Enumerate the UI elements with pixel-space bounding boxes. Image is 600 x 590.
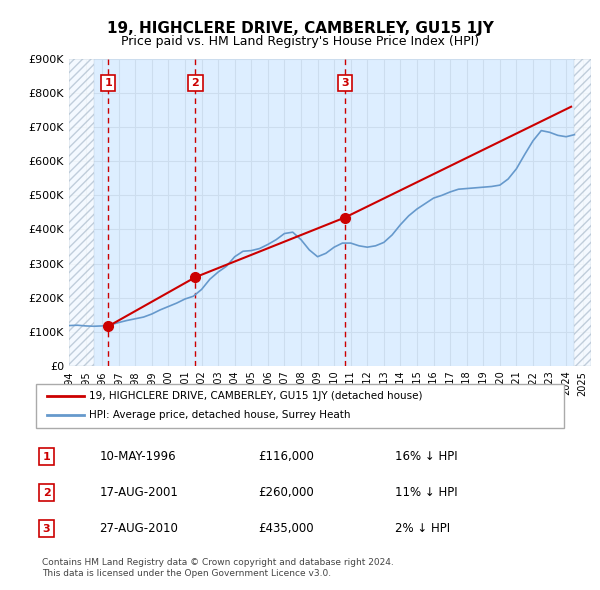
Text: 3: 3 [341,78,349,88]
FancyBboxPatch shape [36,384,564,428]
Text: 1: 1 [104,78,112,88]
Text: 16% ↓ HPI: 16% ↓ HPI [395,450,458,463]
Text: 2% ↓ HPI: 2% ↓ HPI [395,522,450,535]
Text: £116,000: £116,000 [258,450,314,463]
Text: £435,000: £435,000 [258,522,313,535]
Text: 19, HIGHCLERE DRIVE, CAMBERLEY, GU15 1JY: 19, HIGHCLERE DRIVE, CAMBERLEY, GU15 1JY [107,21,493,35]
Text: 2: 2 [191,78,199,88]
Text: 17-AUG-2001: 17-AUG-2001 [100,486,178,499]
Text: 1: 1 [43,452,50,462]
Bar [69,59,94,366]
Text: 27-AUG-2010: 27-AUG-2010 [100,522,178,535]
Text: 2: 2 [43,488,50,497]
Text: 10-MAY-1996: 10-MAY-1996 [100,450,176,463]
Text: 3: 3 [43,523,50,533]
Text: This data is licensed under the Open Government Licence v3.0.: This data is licensed under the Open Gov… [42,569,331,578]
Text: 19, HIGHCLERE DRIVE, CAMBERLEY, GU15 1JY (detached house): 19, HIGHCLERE DRIVE, CAMBERLEY, GU15 1JY… [89,391,422,401]
Text: Contains HM Land Registry data © Crown copyright and database right 2024.: Contains HM Land Registry data © Crown c… [42,558,394,566]
Text: Price paid vs. HM Land Registry's House Price Index (HPI): Price paid vs. HM Land Registry's House … [121,35,479,48]
Text: HPI: Average price, detached house, Surrey Heath: HPI: Average price, detached house, Surr… [89,411,350,420]
Text: £260,000: £260,000 [258,486,314,499]
Text: 11% ↓ HPI: 11% ↓ HPI [395,486,458,499]
